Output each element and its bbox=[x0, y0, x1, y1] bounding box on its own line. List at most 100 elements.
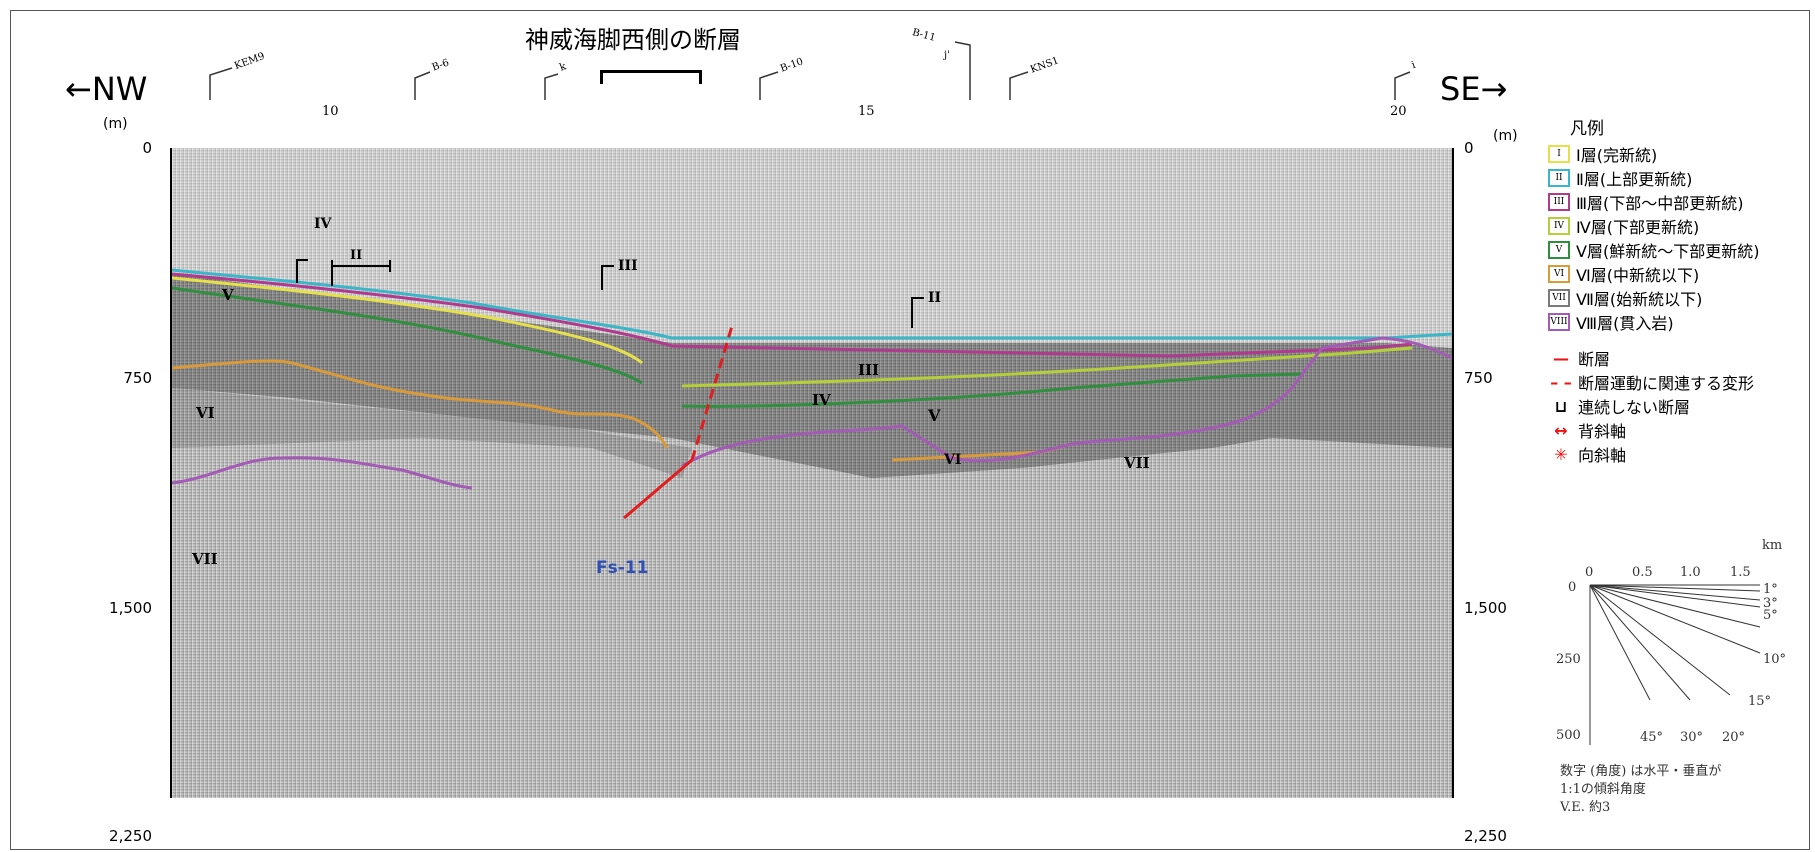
legend-label: 背斜軸 bbox=[1578, 422, 1627, 441]
legend-label: Ⅰ層(完新統) bbox=[1576, 146, 1658, 165]
legend-item-layer-VII: VII Ⅶ層(始新統以下) bbox=[1548, 286, 1702, 310]
fault-line bbox=[690, 325, 734, 461]
depth-unit-left: (m) bbox=[103, 116, 128, 132]
horizon-V-east bbox=[681, 372, 1303, 408]
scale-note: V.E. 約3 bbox=[1560, 800, 1611, 815]
layer-label: VI bbox=[196, 404, 215, 422]
legend-label: 断層 bbox=[1578, 350, 1611, 369]
direction-se-label: SE→ bbox=[1440, 70, 1508, 108]
scale-h-tick: 0 bbox=[1585, 565, 1594, 580]
scale-v-tick: 500 bbox=[1556, 728, 1581, 743]
legend-label: Ⅷ層(貫入岩) bbox=[1576, 314, 1674, 333]
dip-angle-scale bbox=[1589, 584, 1761, 745]
horizon-V-west bbox=[172, 286, 643, 385]
depth-unit-right: (m) bbox=[1493, 128, 1518, 144]
scale-v-tick: 0 bbox=[1568, 580, 1577, 595]
x-tick: 10 bbox=[322, 104, 339, 119]
figure-frame bbox=[10, 10, 1810, 850]
layer-label: IV bbox=[812, 391, 831, 409]
y-tick-left: 0 bbox=[142, 139, 152, 157]
seismic-section: IV II V III II III IV VI V VI VII VII Fs… bbox=[170, 148, 1454, 798]
scale-angle: 10° bbox=[1763, 652, 1787, 667]
scale-angle: 5° bbox=[1763, 608, 1778, 623]
legend-label: Ⅳ層(下部更新統) bbox=[1576, 218, 1700, 237]
scale-h-tick: 1.5 bbox=[1730, 565, 1751, 580]
x-tick: 15 bbox=[858, 104, 875, 119]
layer-label: III bbox=[618, 258, 638, 274]
legend-label: 断層運動に関連する変形 bbox=[1578, 374, 1755, 393]
horizon-IV bbox=[681, 346, 1413, 388]
scale-h-tick: 0.5 bbox=[1632, 565, 1653, 580]
legend-item-discontinuous-fault: ⊔ 連続しない断層 bbox=[1548, 394, 1690, 418]
legend-item-layer-II: II Ⅱ層(上部更新統) bbox=[1548, 166, 1692, 190]
legend-label: Ⅵ層(中新統以下) bbox=[1576, 266, 1700, 285]
legend-label: Ⅴ層(鮮新統～下部更新統) bbox=[1576, 242, 1760, 261]
legend-item-deformation: – – 断層運動に関連する変形 bbox=[1548, 370, 1754, 394]
y-tick-right: 750 bbox=[1464, 369, 1493, 387]
scale-angle: 20° bbox=[1722, 730, 1746, 745]
scale-note: 1:1の傾斜角度 bbox=[1560, 782, 1646, 797]
legend-item-syncline: ✳ 向斜軸 bbox=[1548, 442, 1626, 466]
horizon-VIII-east bbox=[681, 336, 1452, 468]
legend-swatch: VIII bbox=[1548, 313, 1570, 331]
horizon-II bbox=[172, 268, 1452, 340]
syncline-symbol-icon: ✳ bbox=[1554, 444, 1568, 464]
bracket-symbol-icon: ⊔ bbox=[1554, 396, 1568, 416]
layer-label: III bbox=[858, 361, 880, 379]
horizon-I bbox=[172, 276, 643, 365]
layer-label: VI bbox=[944, 452, 962, 468]
scale-note: 数字 (角度) は水平・垂直が bbox=[1560, 764, 1722, 779]
legend-item-layer-IV: IV Ⅳ層(下部更新統) bbox=[1548, 214, 1699, 238]
scale-angle: 15° bbox=[1748, 694, 1772, 709]
borehole-label: j' bbox=[944, 50, 950, 61]
legend-item-layer-III: III Ⅲ層(下部～中部更新統) bbox=[1548, 190, 1744, 214]
legend-swatch: II bbox=[1548, 169, 1570, 187]
y-tick-left: 750 bbox=[123, 369, 152, 387]
horizon-VIII-west bbox=[172, 456, 473, 490]
legend-item-layer-V: V Ⅴ層(鮮新統～下部更新統) bbox=[1548, 238, 1759, 262]
y-tick-right: 1,500 bbox=[1464, 599, 1507, 617]
legend-item-layer-VIII: VIII Ⅷ層(貫入岩) bbox=[1548, 310, 1674, 334]
legend-label: Ⅱ層(上部更新統) bbox=[1576, 170, 1693, 189]
scale-km-label: km bbox=[1762, 538, 1783, 553]
legend-swatch: III bbox=[1548, 193, 1570, 211]
legend-label: Ⅲ層(下部～中部更新統) bbox=[1576, 194, 1744, 213]
legend-swatch: VI bbox=[1548, 265, 1570, 283]
layer-label: II bbox=[350, 248, 363, 263]
y-tick-left: 1,500 bbox=[109, 599, 152, 617]
label-leaders bbox=[296, 259, 924, 328]
legend-item-layer-VI: VI Ⅵ層(中新統以下) bbox=[1548, 262, 1699, 286]
x-tick: 20 bbox=[1390, 104, 1407, 119]
fault-symbol-icon: — bbox=[1553, 348, 1569, 368]
sediment-band bbox=[172, 273, 1452, 478]
fault-label: Fs-11 bbox=[596, 558, 649, 578]
y-tick-left: 2,250 bbox=[109, 827, 152, 845]
legend-title: 凡例 bbox=[1570, 119, 1604, 139]
section-overlay bbox=[172, 148, 1452, 520]
legend-swatch: V bbox=[1548, 241, 1570, 259]
legend-swatch: VII bbox=[1548, 289, 1570, 307]
anticline-symbol-icon: ↔ bbox=[1554, 420, 1568, 440]
dashed-fault-symbol-icon: – – bbox=[1550, 372, 1572, 392]
legend-item-fault: — 断層 bbox=[1548, 346, 1610, 370]
direction-nw-label: ←NW bbox=[65, 70, 148, 108]
scale-v-tick: 250 bbox=[1556, 652, 1581, 667]
horizon-VI-west bbox=[172, 359, 669, 449]
scale-angle: 3° bbox=[1763, 596, 1778, 611]
legend-label: 向斜軸 bbox=[1578, 446, 1627, 465]
layer-label: V bbox=[928, 406, 941, 425]
legend-swatch: IV bbox=[1548, 217, 1570, 235]
borehole-markers bbox=[209, 41, 1411, 100]
legend-item-anticline: ↔ 背斜軸 bbox=[1548, 418, 1626, 442]
title-bracket bbox=[600, 70, 702, 84]
y-tick-right: 0 bbox=[1464, 139, 1474, 157]
scale-h-tick: 1.0 bbox=[1680, 565, 1701, 580]
legend-swatch: I bbox=[1548, 145, 1570, 163]
sediment-band bbox=[172, 388, 692, 478]
scale-angle: 45° bbox=[1640, 730, 1664, 745]
horizon-III bbox=[172, 272, 1413, 358]
layer-label: VII bbox=[192, 550, 218, 568]
legend-item-layer-I: I Ⅰ層(完新統) bbox=[1548, 142, 1657, 166]
fault-line-solid bbox=[623, 458, 693, 520]
layer-label: II bbox=[928, 290, 942, 306]
